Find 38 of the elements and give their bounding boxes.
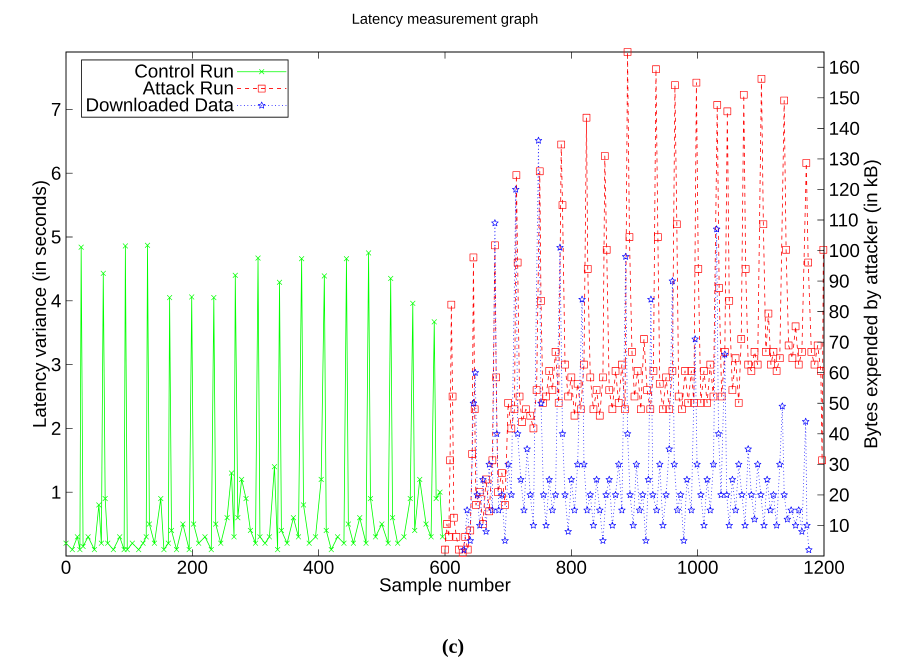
y-tick-label: 1 [52, 486, 60, 499]
x-tick-label: 0 [62, 560, 70, 574]
y2-tick-label: 30 [829, 458, 849, 471]
y-tick-label: 4 [51, 294, 61, 308]
y2-tick-label: 100 [830, 244, 860, 258]
y-tick-label: 6 [52, 166, 60, 180]
y-tick-label: 7 [52, 103, 60, 116]
y2-tick-label: 40 [829, 427, 849, 440]
x-axis-title: Sample number [380, 578, 511, 596]
y-tick-label: 5 [52, 230, 61, 244]
legend-label: Attack Run [142, 80, 233, 95]
legend-label: Control Run [135, 64, 233, 78]
y2-tick-label: 10 [830, 518, 849, 532]
legend-label: Downloaded Data [87, 98, 234, 112]
y2-tick-label: 140 [830, 122, 860, 135]
y2-tick-label: 60 [830, 366, 849, 380]
y-tick-label: 2 [52, 422, 60, 435]
y2-tick-label: 150 [830, 91, 860, 104]
x-tick-label: 600 [430, 560, 460, 574]
x-tick-label: 200 [178, 560, 208, 574]
y2-tick-label: 120 [830, 182, 860, 196]
y2-axis-title: Bytes expended by attacker (in kB) [864, 160, 882, 448]
x-tick-label: 800 [556, 560, 586, 574]
y2-tick-label: 110 [830, 213, 858, 227]
y2-tick-label: 160 [830, 60, 860, 74]
y2-tick-label: 90 [830, 274, 849, 288]
y-tick-label: 3 [52, 358, 60, 372]
y2-tick-label: 130 [830, 152, 860, 166]
y2-tick-label: 80 [830, 305, 849, 318]
y2-tick-label: 70 [830, 336, 849, 349]
y2-tick-label: 20 [830, 488, 849, 502]
chart-title: Latency measurement graph [352, 13, 538, 27]
x-tick-label: 1000 [678, 560, 718, 574]
text: (c) [442, 638, 464, 658]
y2-tick-label: 50 [829, 396, 849, 410]
x-tick-label: 400 [304, 560, 334, 574]
x-tick-label: 1200 [804, 560, 844, 574]
y-axis-title: Latency variance (in seconds) [32, 181, 50, 426]
